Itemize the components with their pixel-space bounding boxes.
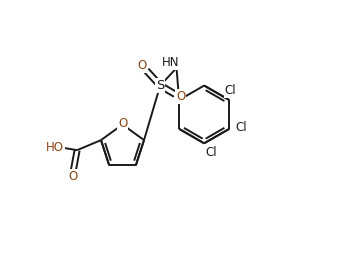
Text: Cl: Cl xyxy=(205,146,217,159)
Text: O: O xyxy=(137,59,146,72)
Text: O: O xyxy=(118,117,127,130)
Text: Cl: Cl xyxy=(235,121,247,134)
Text: O: O xyxy=(176,90,186,103)
Text: Cl: Cl xyxy=(225,84,236,97)
Text: S: S xyxy=(156,79,164,92)
Text: HO: HO xyxy=(46,141,64,154)
Text: HN: HN xyxy=(162,56,180,69)
Text: O: O xyxy=(69,170,78,183)
